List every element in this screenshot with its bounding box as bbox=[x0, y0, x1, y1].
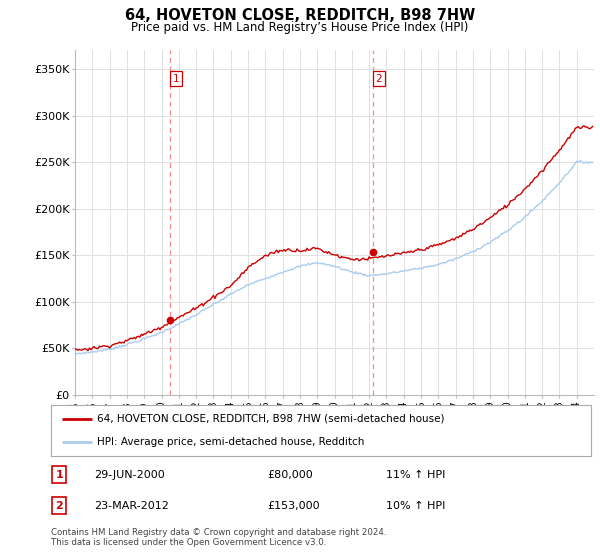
Text: 11% ↑ HPI: 11% ↑ HPI bbox=[386, 470, 445, 480]
Text: 2: 2 bbox=[55, 501, 63, 511]
Text: £80,000: £80,000 bbox=[267, 470, 313, 480]
Text: Price paid vs. HM Land Registry’s House Price Index (HPI): Price paid vs. HM Land Registry’s House … bbox=[131, 21, 469, 34]
Text: 1: 1 bbox=[173, 74, 179, 83]
Text: HPI: Average price, semi-detached house, Redditch: HPI: Average price, semi-detached house,… bbox=[97, 437, 364, 447]
Text: 2: 2 bbox=[376, 74, 382, 83]
Text: 64, HOVETON CLOSE, REDDITCH, B98 7HW (semi-detached house): 64, HOVETON CLOSE, REDDITCH, B98 7HW (se… bbox=[97, 414, 445, 424]
Text: 64, HOVETON CLOSE, REDDITCH, B98 7HW: 64, HOVETON CLOSE, REDDITCH, B98 7HW bbox=[125, 8, 475, 24]
Text: 1: 1 bbox=[55, 470, 63, 480]
Text: Contains HM Land Registry data © Crown copyright and database right 2024.
This d: Contains HM Land Registry data © Crown c… bbox=[51, 528, 386, 547]
Text: 29-JUN-2000: 29-JUN-2000 bbox=[94, 470, 165, 480]
Text: £153,000: £153,000 bbox=[267, 501, 320, 511]
Text: 10% ↑ HPI: 10% ↑ HPI bbox=[386, 501, 445, 511]
Text: 23-MAR-2012: 23-MAR-2012 bbox=[94, 501, 169, 511]
